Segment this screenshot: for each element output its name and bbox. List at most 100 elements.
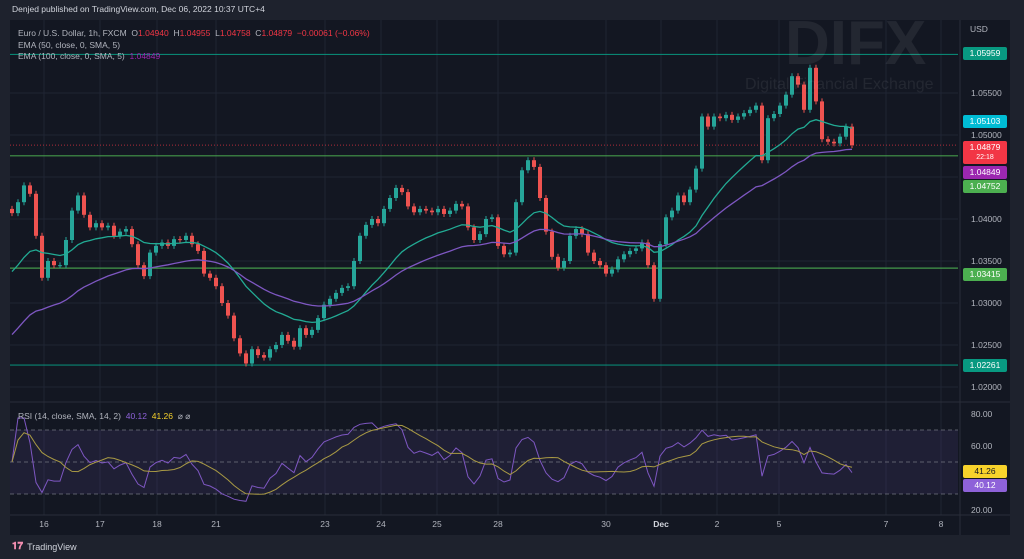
candle bbox=[646, 242, 650, 266]
rsi-sma-line bbox=[11, 424, 853, 495]
candle bbox=[790, 76, 794, 95]
candle bbox=[82, 195, 86, 215]
watermark-logo: DIFX bbox=[785, 9, 927, 78]
candle bbox=[154, 245, 158, 253]
rsi-sma-tag: 41.26 bbox=[963, 465, 1007, 478]
candle bbox=[10, 208, 14, 214]
price-axis-tick: 1.04000 bbox=[971, 214, 1002, 224]
candle bbox=[262, 355, 266, 358]
time-axis-tick: 5 bbox=[776, 519, 782, 529]
candle bbox=[244, 353, 248, 364]
candle bbox=[754, 105, 758, 110]
candle bbox=[64, 240, 68, 266]
price-axis-tick: 1.05000 bbox=[971, 130, 1002, 140]
candle bbox=[772, 114, 776, 119]
candle bbox=[496, 217, 500, 246]
candle bbox=[340, 287, 344, 293]
candle bbox=[184, 235, 188, 240]
candle bbox=[112, 225, 116, 236]
candle bbox=[412, 206, 416, 213]
candle bbox=[280, 334, 284, 345]
candle bbox=[634, 248, 638, 251]
candle bbox=[430, 210, 434, 213]
time-axis-tick: 18 bbox=[152, 519, 162, 529]
ema50-legend[interactable]: EMA (50, close, 0, SMA, 5) bbox=[18, 40, 121, 50]
level-price-tag: 1.04752 bbox=[963, 180, 1007, 193]
candle bbox=[556, 256, 560, 268]
candle bbox=[454, 203, 458, 211]
candle bbox=[526, 160, 530, 171]
candle bbox=[382, 208, 386, 224]
candle bbox=[328, 298, 332, 305]
candle bbox=[376, 219, 380, 224]
tradingview-footer[interactable]: 𝟏𝟕 TradingView bbox=[12, 541, 77, 552]
price-tag: 1.04849 bbox=[963, 166, 1007, 179]
time-axis-tick: 23 bbox=[320, 519, 330, 529]
candle bbox=[406, 192, 410, 207]
time-axis-tick: 24 bbox=[376, 519, 386, 529]
candle bbox=[508, 252, 512, 255]
candle bbox=[298, 328, 302, 347]
candle bbox=[580, 229, 584, 235]
candle bbox=[730, 114, 734, 120]
candle bbox=[682, 195, 686, 203]
candle bbox=[586, 234, 590, 253]
candle bbox=[574, 229, 578, 236]
candle bbox=[724, 114, 728, 119]
candle bbox=[628, 250, 632, 255]
currency-label: USD bbox=[970, 24, 988, 34]
candle bbox=[352, 261, 356, 287]
candle bbox=[802, 84, 806, 110]
candle bbox=[502, 245, 506, 255]
low-value: 1.04758 bbox=[219, 28, 251, 38]
high-value: 1.04955 bbox=[179, 28, 211, 38]
candle bbox=[40, 235, 44, 278]
rsi-line bbox=[11, 417, 853, 502]
candle bbox=[736, 116, 740, 120]
candle bbox=[490, 217, 494, 219]
time-axis-tick: 7 bbox=[883, 519, 889, 529]
candle bbox=[106, 225, 110, 228]
rsi-legend[interactable]: RSI (14, close, SMA, 14, 2) 40.12 41.26 … bbox=[18, 411, 190, 421]
symbol-name[interactable]: Euro / U.S. Dollar, 1h, FXCM bbox=[18, 28, 127, 38]
candle bbox=[670, 210, 674, 218]
price-tag: 1.04879 22:18 bbox=[963, 141, 1007, 164]
candle bbox=[190, 235, 194, 245]
candle bbox=[850, 126, 854, 146]
chart-panel[interactable] bbox=[10, 20, 1010, 535]
time-axis-tick: 25 bbox=[432, 519, 442, 529]
candle bbox=[700, 116, 704, 169]
candle bbox=[310, 329, 314, 335]
candle bbox=[208, 273, 212, 278]
candle bbox=[220, 286, 224, 303]
candle bbox=[256, 349, 260, 356]
candle bbox=[16, 202, 20, 214]
level-price-tag: 1.05959 bbox=[963, 47, 1007, 60]
price-tag: 1.05103 bbox=[963, 115, 1007, 128]
candle bbox=[100, 223, 104, 228]
time-axis-tick: 30 bbox=[601, 519, 611, 529]
rsi-sma-value: 41.26 bbox=[151, 411, 174, 421]
rsi-extra: ⌀ ⌀ bbox=[177, 411, 191, 421]
candle bbox=[610, 269, 614, 274]
candle bbox=[760, 105, 764, 161]
rsi-value-tag: 40.12 bbox=[963, 479, 1007, 492]
time-axis-tick: 28 bbox=[493, 519, 503, 529]
candle bbox=[202, 250, 206, 274]
candle bbox=[832, 141, 836, 144]
candle bbox=[478, 234, 482, 240]
candle bbox=[274, 345, 278, 350]
ema100-legend[interactable]: EMA (100, close, 0, SMA, 5) 1.04849 bbox=[18, 51, 160, 61]
candle bbox=[388, 198, 392, 209]
candle bbox=[568, 235, 572, 261]
symbol-legend: Euro / U.S. Dollar, 1h, FXCM O1.04940 H1… bbox=[18, 28, 370, 38]
candle bbox=[688, 189, 692, 203]
candle bbox=[28, 185, 32, 194]
candle bbox=[370, 219, 374, 225]
candle bbox=[118, 231, 122, 236]
candle bbox=[304, 328, 308, 335]
rsi-band bbox=[10, 430, 958, 494]
candle bbox=[58, 265, 62, 267]
price-axis-tick: 1.05500 bbox=[971, 88, 1002, 98]
